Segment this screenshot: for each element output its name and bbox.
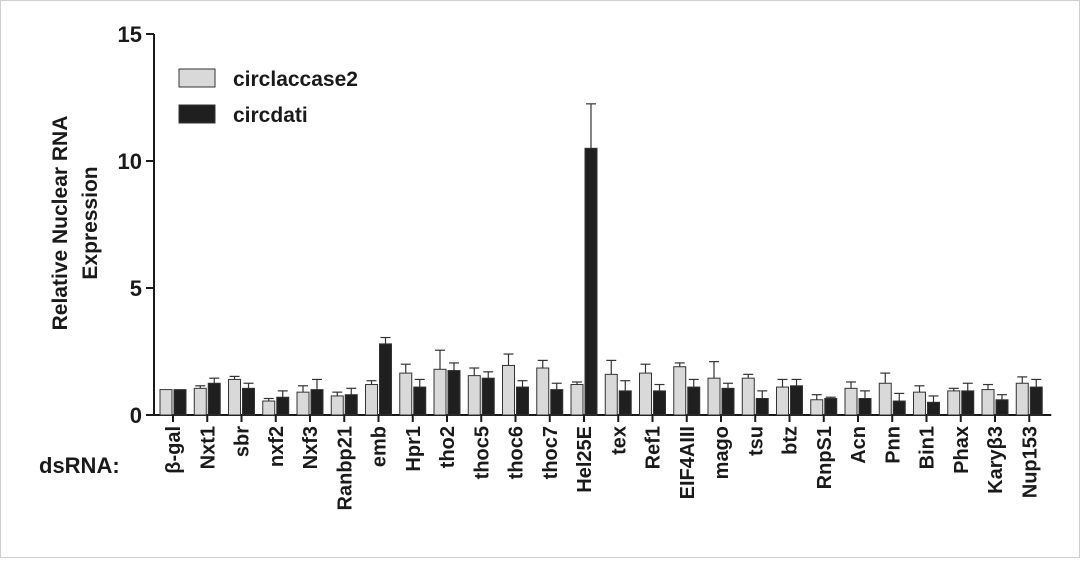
bar-circdati xyxy=(618,390,632,416)
bar-circlaccase2 xyxy=(296,391,310,416)
x-tick-label: tex xyxy=(608,426,630,455)
x-tick-label: Karyβ3 xyxy=(985,426,1007,494)
bar-circlaccase2 xyxy=(536,367,550,416)
x-tick-label: tsu xyxy=(745,426,767,456)
x-tick-label: β-gal xyxy=(163,426,185,474)
bar-circlaccase2 xyxy=(433,368,447,416)
bar-circdati xyxy=(995,399,1009,416)
bar-circlaccase2 xyxy=(1015,382,1029,416)
bar-circdati xyxy=(755,397,769,416)
x-tick-label: EIF4AIII xyxy=(677,426,699,499)
bar-circlaccase2 xyxy=(399,372,413,416)
bar-circlaccase2 xyxy=(913,391,926,416)
x-axis-label: dsRNA: xyxy=(39,453,120,478)
bar-circlaccase2 xyxy=(604,373,618,416)
bar-circdati xyxy=(892,400,906,416)
bar-circlaccase2 xyxy=(947,390,961,416)
bar-circlaccase2 xyxy=(878,382,892,416)
y-axis-label: Relative Nuclear RNA Expression xyxy=(49,116,102,331)
bar-circlaccase2 xyxy=(502,364,515,416)
bar-circlaccase2 xyxy=(776,386,789,416)
x-tick-label: Nup153 xyxy=(1019,426,1041,498)
x-tick-label: Hpr1 xyxy=(403,426,425,472)
error-bars xyxy=(195,103,1042,403)
bar-circlaccase2 xyxy=(262,400,276,416)
legend-swatch xyxy=(178,104,216,124)
x-tick-label: btz xyxy=(780,426,802,455)
bar-circdati xyxy=(927,401,940,416)
x-tick-label: thoc6 xyxy=(506,426,528,479)
x-tick-label: Nxf3 xyxy=(300,426,322,469)
bar-circdati xyxy=(653,390,666,416)
legend-label: circdati xyxy=(233,104,308,127)
bar-circdati xyxy=(207,382,221,416)
x-tick-label: Nxt1 xyxy=(197,426,219,469)
bar-circdati xyxy=(310,389,324,416)
bar-circdati xyxy=(1029,386,1043,416)
bar-circlaccase2 xyxy=(810,399,824,416)
bar-circlaccase2 xyxy=(159,389,173,416)
x-tick-label: Phax xyxy=(951,426,973,474)
bar-circdati xyxy=(961,390,975,416)
bar-circdati xyxy=(173,389,187,416)
bar-circlaccase2 xyxy=(981,389,995,416)
y-axis-label-line: Relative Nuclear RNA xyxy=(49,116,72,331)
x-tick-label: Pnn xyxy=(882,426,904,464)
bar-circlaccase2 xyxy=(467,375,481,416)
x-tick-label: thoc7 xyxy=(540,426,562,479)
bar-circlaccase2 xyxy=(365,384,378,416)
bar-circlaccase2 xyxy=(673,366,687,416)
bar-circdati xyxy=(242,387,255,416)
bar-circlaccase2 xyxy=(570,384,584,416)
x-tick-label: nxf2 xyxy=(266,426,288,467)
x-tick-label: RnpS1 xyxy=(814,426,836,489)
bar-circdati xyxy=(687,386,701,416)
bar-circlaccase2 xyxy=(844,387,858,416)
bar-circdati xyxy=(344,394,358,416)
x-tick-label: Acn xyxy=(848,426,870,464)
y-tick-label: 10 xyxy=(118,149,142,174)
bar-circdati xyxy=(584,147,598,416)
bar-circdati xyxy=(790,385,803,416)
bars xyxy=(159,147,1043,416)
legend-swatch xyxy=(178,68,216,88)
x-tick-label: Hel25E xyxy=(574,426,596,493)
y-tick-label: 15 xyxy=(118,22,142,47)
legend-label: circlaccase2 xyxy=(233,68,358,91)
x-tick-label: Bin1 xyxy=(917,426,939,469)
y-tick-label: 0 xyxy=(130,403,142,428)
bar-circlaccase2 xyxy=(741,377,755,416)
bar-circdati xyxy=(550,389,564,416)
bar-circdati xyxy=(721,387,735,416)
bar-circdati xyxy=(858,397,872,416)
x-tick-label: sbr xyxy=(232,426,254,457)
bar-circlaccase2 xyxy=(639,372,652,416)
y-tick-label: 5 xyxy=(130,276,142,301)
legend: circlaccase2 circdati xyxy=(178,68,358,127)
bar-circdati xyxy=(447,370,461,416)
bar-circlaccase2 xyxy=(193,387,207,416)
x-tick-label: Ranbp21 xyxy=(334,426,356,510)
bar-circdati xyxy=(824,397,838,416)
bar-circlaccase2 xyxy=(330,395,344,416)
y-axis-label-line: Expression xyxy=(79,166,102,279)
x-tick-label: tho2 xyxy=(437,426,459,468)
x-tick-labels: β-gal Nxt1 sbr nxf2 Nxf3 Ranbp21 emb Hpr1 tho2 th… xyxy=(163,426,1041,511)
x-tick-label: mago xyxy=(711,426,733,479)
bar-circlaccase2 xyxy=(228,378,241,416)
bar-circdati xyxy=(276,396,290,416)
bar-circdati xyxy=(516,386,529,416)
bar-circdati xyxy=(413,386,427,416)
bar-circdati xyxy=(379,343,392,416)
bar-circlaccase2 xyxy=(707,377,721,416)
x-tick-label: Ref1 xyxy=(643,426,665,469)
x-tick-label: emb xyxy=(369,426,391,467)
x-tick-label: thoc5 xyxy=(471,426,493,479)
bar-circdati xyxy=(481,377,495,416)
